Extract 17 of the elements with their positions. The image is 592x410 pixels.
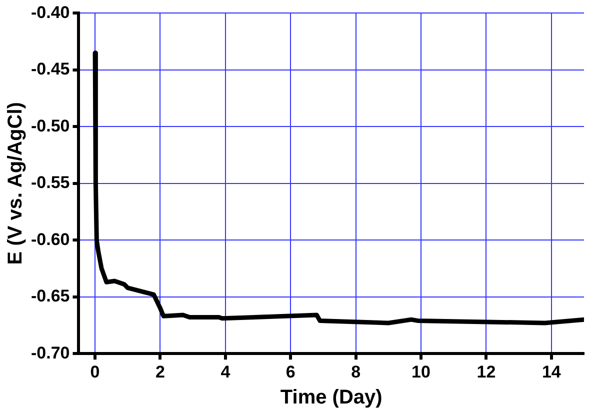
x-tick-label: 12 — [476, 362, 496, 382]
x-tick-label: 0 — [90, 362, 100, 382]
y-axis-title: E (V vs. Ag/AgCl) — [4, 102, 27, 265]
y-tick-label: -0.70 — [31, 343, 70, 362]
y-tick-label: -0.40 — [31, 2, 70, 22]
x-tick-label: 6 — [286, 362, 296, 382]
x-tick-label: 10 — [412, 362, 430, 382]
x-tick-label: 4 — [220, 362, 231, 382]
y-tick-label: -0.60 — [31, 230, 70, 249]
x-tick-label: 2 — [156, 362, 165, 382]
x-tick-label: 14 — [542, 362, 562, 382]
y-tick-label: -0.65 — [31, 286, 70, 306]
y-tick-label: -0.50 — [31, 116, 70, 136]
y-tick-label: -0.55 — [31, 173, 70, 192]
x-tick-label: 8 — [351, 362, 361, 382]
y-tick-label: -0.45 — [31, 60, 70, 79]
x-axis-title: Time (Day) — [280, 386, 382, 409]
